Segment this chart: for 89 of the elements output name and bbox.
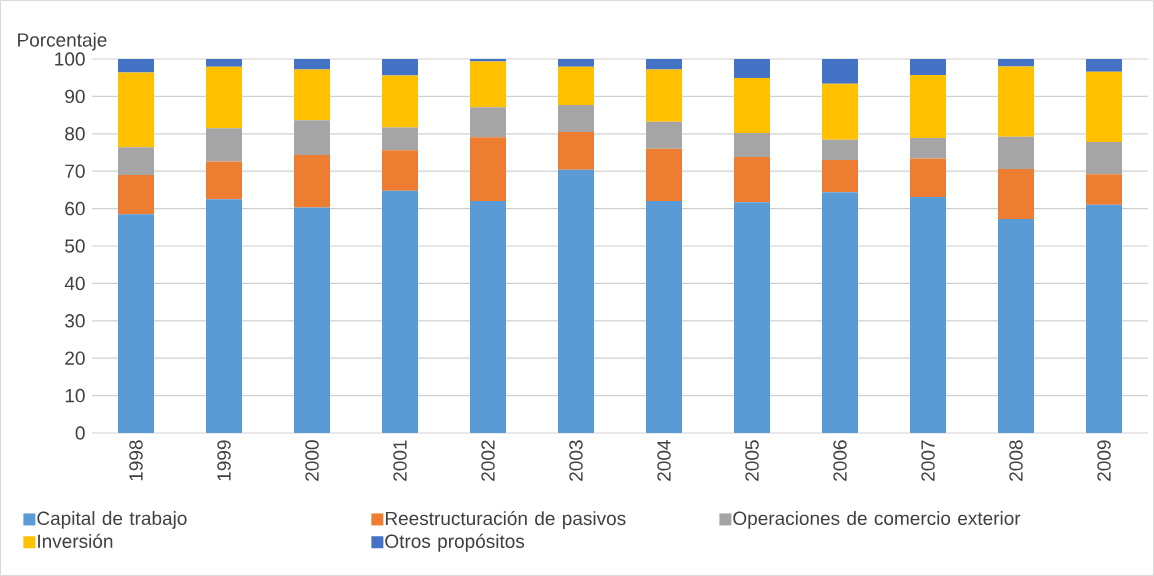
- bar: [998, 219, 1034, 433]
- bar: [294, 59, 330, 70]
- bar: [470, 61, 506, 108]
- bar: [558, 131, 594, 170]
- bar: [734, 133, 770, 157]
- y-tick-label: 10: [65, 388, 85, 403]
- bar: [382, 59, 418, 76]
- bar: [470, 201, 506, 433]
- x-tick-label: 2004: [657, 440, 671, 481]
- bar: [294, 69, 330, 121]
- bar: [998, 59, 1034, 67]
- x-tick-label: 2009: [1097, 440, 1111, 481]
- y-tick-label: 30: [65, 314, 85, 328]
- legend-label: Inversión: [38, 533, 113, 549]
- bar: [206, 59, 242, 67]
- x-tick-label: 2007: [921, 440, 935, 481]
- legend-label: Reestructuración de pasivos: [385, 511, 626, 529]
- bar: [910, 137, 946, 159]
- bar: [118, 174, 154, 215]
- y-tick-label: 0: [75, 426, 85, 440]
- legend-label: Capital de trabajo: [37, 511, 187, 529]
- x-tick-label: 2003: [569, 440, 583, 481]
- bar: [382, 150, 418, 191]
- bar: [822, 83, 858, 140]
- bar: [822, 59, 858, 84]
- bar: [910, 59, 946, 76]
- bar: [910, 197, 946, 433]
- bar: [734, 156, 770, 203]
- y-tick-label: 90: [65, 89, 85, 104]
- bar: [734, 202, 770, 433]
- bar: [470, 137, 506, 202]
- bar: [646, 148, 682, 202]
- bar: [206, 161, 242, 200]
- bar: [646, 201, 682, 433]
- x-tick-label: 1999: [217, 440, 231, 481]
- bar: [734, 59, 770, 79]
- bar: [382, 190, 418, 433]
- bar: [118, 59, 154, 73]
- bar: [382, 75, 418, 128]
- bar: [558, 105, 594, 132]
- bar: [822, 139, 858, 160]
- bar: [646, 69, 682, 122]
- y-tick-label: 60: [65, 201, 85, 216]
- legend-label: Otros propósitos: [385, 533, 525, 552]
- bar: [470, 107, 506, 138]
- bar: [558, 169, 594, 433]
- x-tick-label: 2001: [393, 440, 407, 481]
- bar: [294, 207, 330, 433]
- x-tick-label: 2002: [481, 440, 495, 481]
- bar: [558, 66, 594, 105]
- bar: [1086, 204, 1122, 433]
- bar: [998, 136, 1034, 169]
- bar: [206, 128, 242, 162]
- bar: [470, 59, 506, 62]
- bar: [1086, 71, 1122, 143]
- bar: [1086, 142, 1122, 175]
- bar: [646, 121, 682, 149]
- bar: [1086, 59, 1122, 72]
- bar: [118, 214, 154, 433]
- y-tick-label: 50: [65, 239, 85, 253]
- bar: [910, 75, 946, 138]
- bar: [206, 199, 242, 433]
- y-axis-title: Porcentaje: [18, 32, 107, 51]
- bar: [910, 158, 946, 197]
- bar: [558, 59, 594, 67]
- x-tick-label: 2008: [1009, 440, 1023, 481]
- x-tick-label: 2005: [745, 440, 759, 481]
- bar: [118, 72, 154, 148]
- bar: [998, 168, 1034, 220]
- y-tick-label: 80: [65, 127, 85, 141]
- bar: [822, 159, 858, 193]
- x-tick-label: 1998: [129, 440, 143, 481]
- bar: [294, 155, 330, 208]
- bar: [118, 147, 154, 175]
- bar: [734, 78, 770, 134]
- y-tick-label: 100: [55, 52, 85, 66]
- legend-label: Operaciones de comercio exterior: [733, 511, 1021, 529]
- bar: [646, 59, 682, 70]
- y-tick-label: 20: [65, 351, 85, 365]
- bar: [998, 66, 1034, 137]
- y-tick-label: 40: [64, 276, 85, 291]
- y-tick-label: 70: [65, 164, 85, 178]
- bar: [1086, 174, 1122, 205]
- bar: [294, 120, 330, 156]
- bar: [382, 127, 418, 151]
- x-tick-label: 2000: [305, 440, 319, 481]
- x-tick-label: 2006: [833, 440, 847, 481]
- bar: [822, 192, 858, 433]
- bar: [206, 66, 242, 129]
